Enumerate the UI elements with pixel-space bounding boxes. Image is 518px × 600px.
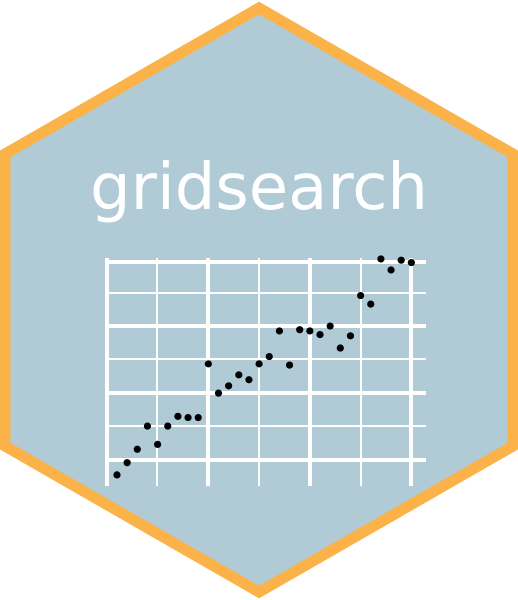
scatter-point bbox=[184, 413, 192, 422]
logo-title: gridsearch bbox=[90, 151, 428, 225]
scatter-point bbox=[265, 352, 273, 361]
scatter-point bbox=[194, 413, 202, 422]
scatter-point bbox=[367, 300, 375, 308]
scatter-point bbox=[387, 266, 395, 274]
scatter-point bbox=[377, 255, 385, 263]
scatter-point bbox=[113, 471, 121, 479]
scatter-point bbox=[245, 376, 253, 384]
scatter-point bbox=[306, 327, 314, 335]
scatter-point bbox=[133, 445, 141, 453]
scatter-point bbox=[336, 344, 344, 352]
scatter-point bbox=[255, 360, 263, 368]
scatter-point bbox=[285, 361, 294, 369]
scatter-points bbox=[113, 255, 415, 479]
scatter-point bbox=[275, 327, 283, 335]
scatter-point bbox=[397, 256, 405, 264]
scatter-point bbox=[326, 322, 334, 330]
scatter-point bbox=[143, 422, 152, 430]
scatter-point bbox=[225, 382, 233, 390]
scatter-point bbox=[154, 440, 162, 448]
scatter-point bbox=[235, 371, 243, 379]
plot-grid bbox=[105, 258, 426, 486]
scatter-point bbox=[407, 259, 415, 267]
scatter-point bbox=[357, 291, 365, 300]
scatter-point bbox=[214, 389, 223, 397]
scatter-point bbox=[204, 360, 212, 368]
scatter-point bbox=[164, 422, 172, 430]
scatter-point bbox=[346, 332, 355, 340]
scatter-point bbox=[296, 326, 304, 334]
scatter-point bbox=[174, 412, 182, 420]
scatter-point bbox=[316, 331, 324, 339]
scatter-point bbox=[123, 459, 131, 467]
